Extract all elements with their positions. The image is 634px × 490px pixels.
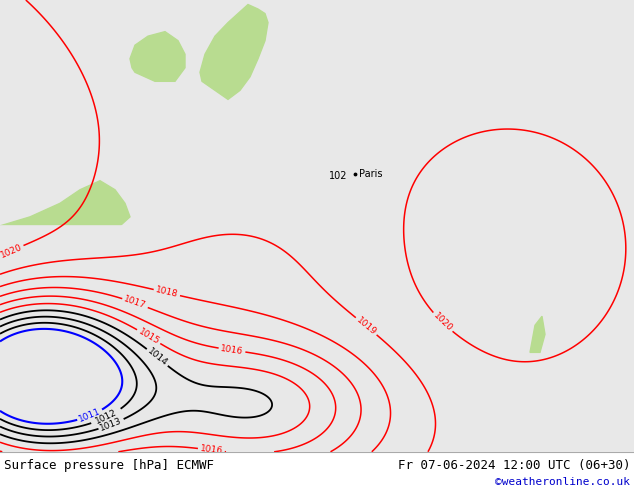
Text: 1020: 1020 <box>0 242 23 259</box>
Text: 1016: 1016 <box>220 344 244 356</box>
Text: 1011: 1011 <box>77 407 102 424</box>
Text: 102: 102 <box>329 171 347 181</box>
Text: Paris: Paris <box>359 169 382 179</box>
Text: Surface pressure [hPa] ECMWF: Surface pressure [hPa] ECMWF <box>4 459 214 472</box>
Text: Fr 07-06-2024 12:00 UTC (06+30): Fr 07-06-2024 12:00 UTC (06+30) <box>398 459 630 472</box>
Polygon shape <box>530 316 545 352</box>
Polygon shape <box>0 181 130 244</box>
Polygon shape <box>0 163 238 452</box>
Polygon shape <box>390 352 634 452</box>
Polygon shape <box>200 36 370 126</box>
Text: ©weatheronline.co.uk: ©weatheronline.co.uk <box>495 477 630 487</box>
Polygon shape <box>0 0 220 59</box>
Polygon shape <box>200 4 268 99</box>
Text: 1013: 1013 <box>99 416 124 433</box>
Text: 1016: 1016 <box>199 444 223 456</box>
Text: 1014: 1014 <box>146 347 169 368</box>
Text: 1017: 1017 <box>123 295 148 311</box>
Polygon shape <box>0 0 255 244</box>
Text: 1012: 1012 <box>94 408 119 426</box>
Text: 1018: 1018 <box>155 286 179 299</box>
Text: 1015: 1015 <box>136 327 161 346</box>
Text: 1019: 1019 <box>354 316 378 337</box>
Polygon shape <box>130 32 185 81</box>
Text: 1020: 1020 <box>431 311 454 334</box>
